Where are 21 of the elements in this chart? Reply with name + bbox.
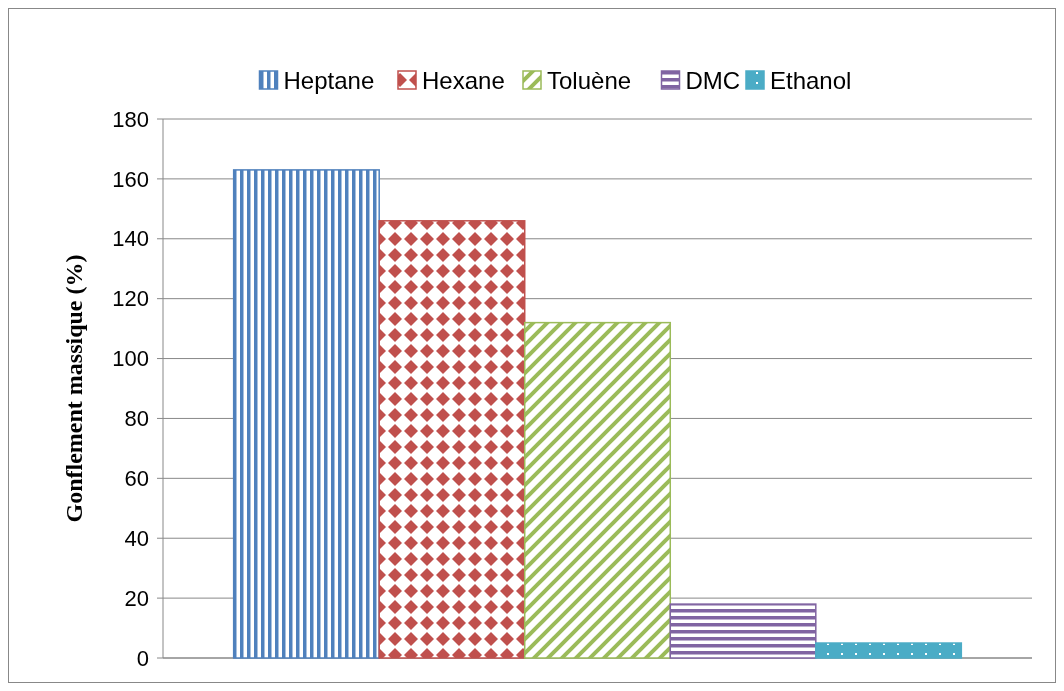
y-tick-label: 140 bbox=[112, 226, 149, 252]
y-tick-label: 60 bbox=[124, 466, 149, 492]
legend-label: Heptane bbox=[283, 67, 375, 95]
bar bbox=[232, 169, 380, 659]
y-tick-label: 100 bbox=[112, 346, 149, 372]
legend-label: DMC bbox=[685, 67, 741, 95]
y-tick-label: 180 bbox=[112, 106, 149, 132]
y-tick-label: 120 bbox=[112, 286, 149, 312]
legend-label: Hexane bbox=[422, 67, 505, 95]
y-tick-label: 40 bbox=[124, 525, 149, 551]
y-tick-label: 0 bbox=[136, 645, 149, 671]
legend-label: Ethanol bbox=[770, 67, 852, 95]
bar bbox=[815, 642, 963, 659]
bar bbox=[523, 321, 672, 659]
y-tick-label: 20 bbox=[124, 585, 149, 611]
y-axis-title: Gonflement massique (%) bbox=[61, 254, 87, 523]
bar bbox=[378, 220, 526, 659]
y-tick-label: 80 bbox=[124, 406, 149, 432]
legend-label: Toluène bbox=[547, 67, 632, 95]
y-tick-label: 160 bbox=[112, 166, 149, 192]
bar bbox=[669, 603, 817, 659]
